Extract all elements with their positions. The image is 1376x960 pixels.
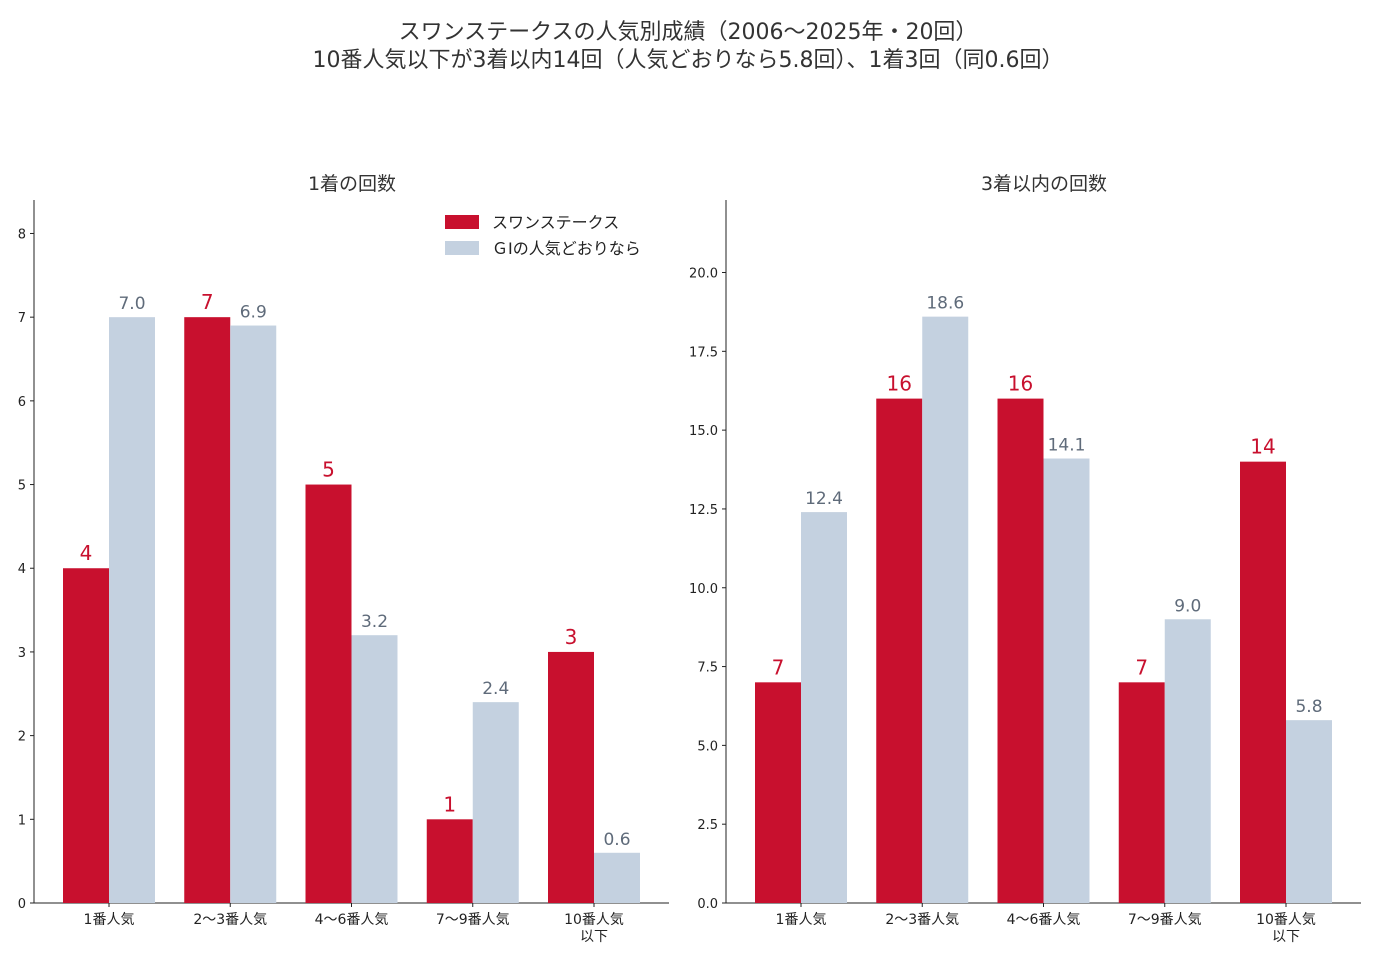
y-tick-label: 3 — [18, 646, 26, 661]
legend-swatch-actual — [445, 215, 479, 229]
x-tick-label: 2〜3番人気 — [885, 912, 959, 928]
data-label-expected: 2.4 — [482, 679, 509, 699]
x-tick-label: 4〜6番人気 — [315, 912, 389, 928]
y-tick-label: 7 — [18, 311, 26, 326]
bar-expected — [230, 325, 277, 903]
data-label-expected: 0.6 — [603, 830, 630, 850]
bar-expected — [801, 512, 847, 903]
data-label-actual: 7 — [1135, 655, 1148, 679]
bar-actual — [1240, 461, 1286, 903]
data-label-actual: 1 — [443, 792, 456, 816]
x-tick-label: 以下 — [1272, 929, 1300, 945]
data-label-expected: 7.0 — [118, 294, 145, 314]
figure-title-line2: 10番人気以下が3着以内14回（人気どおりなら5.8回）、1着3回（同0.6回） — [312, 48, 1064, 73]
x-tick-label: 10番人気 — [1256, 912, 1316, 928]
x-tick-label: 7〜9番人気 — [1128, 912, 1202, 928]
bar-actual — [997, 398, 1044, 903]
y-tick-label: 5 — [18, 479, 26, 494]
data-label-actual: 16 — [1008, 372, 1033, 396]
bar-expected — [594, 852, 640, 903]
bar-expected — [1043, 458, 1090, 903]
y-tick-label: 7.5 — [697, 661, 718, 676]
y-tick-label: 5.0 — [697, 739, 718, 754]
bar-actual — [548, 651, 594, 903]
x-tick-label: 以下 — [580, 929, 608, 945]
bar-expected — [1164, 619, 1211, 903]
panel-title: 1着の回数 — [308, 173, 396, 195]
data-label-expected: 18.6 — [926, 294, 964, 314]
y-tick-label: 20.0 — [689, 267, 718, 282]
y-tick-label: 17.5 — [689, 345, 718, 360]
data-label-actual: 3 — [565, 625, 578, 649]
bar-actual — [305, 484, 352, 903]
panel-title: 3着以内の回数 — [981, 173, 1107, 195]
data-label-actual: 4 — [80, 541, 93, 565]
data-label-actual: 14 — [1250, 435, 1275, 459]
legend-label-actual: スワンステークス — [492, 213, 619, 232]
x-tick-label: 2〜3番人気 — [193, 912, 267, 928]
bar-actual — [184, 317, 231, 904]
y-tick-label: 8 — [18, 227, 26, 242]
y-tick-label: 2 — [18, 730, 26, 745]
y-tick-label: 6 — [18, 395, 26, 410]
legend-label-expected: ＧⅠの人気どおりなら — [492, 239, 641, 258]
y-tick-label: 12.5 — [689, 503, 718, 518]
data-label-expected: 5.8 — [1295, 697, 1322, 717]
y-tick-label: 10.0 — [689, 582, 718, 597]
bar-expected — [1286, 720, 1332, 903]
bar-actual — [876, 398, 923, 903]
bar-actual — [755, 682, 801, 903]
data-label-expected: 6.9 — [240, 303, 267, 323]
x-tick-label: 1番人気 — [84, 912, 135, 928]
bar-actual — [426, 819, 473, 903]
data-label-expected: 9.0 — [1174, 596, 1201, 616]
bar-expected — [109, 317, 155, 904]
legend-swatch-expected — [445, 241, 479, 255]
y-tick-label: 0 — [18, 897, 26, 912]
bar-actual — [1118, 682, 1165, 903]
bar-expected — [922, 316, 969, 904]
bar-actual — [63, 568, 109, 903]
y-tick-label: 15.0 — [689, 424, 718, 439]
x-tick-label: 7〜9番人気 — [436, 912, 510, 928]
figure-title-line1: スワンステークスの人気別成績（2006〜2025年・20回） — [398, 20, 978, 45]
y-tick-label: 0.0 — [697, 897, 718, 912]
x-tick-label: 10番人気 — [564, 912, 624, 928]
data-label-expected: 12.4 — [805, 489, 843, 509]
y-tick-label: 2.5 — [697, 818, 718, 833]
data-label-actual: 16 — [887, 372, 912, 396]
y-tick-label: 1 — [18, 813, 26, 828]
data-label-actual: 7 — [772, 655, 785, 679]
data-label-expected: 3.2 — [361, 612, 388, 632]
data-label-expected: 14.1 — [1048, 436, 1086, 456]
x-tick-label: 1番人気 — [776, 912, 827, 928]
y-tick-label: 4 — [18, 562, 26, 577]
bar-expected — [472, 702, 519, 903]
x-tick-label: 4〜6番人気 — [1007, 912, 1081, 928]
bar-expected — [351, 635, 398, 903]
data-label-actual: 5 — [322, 458, 335, 482]
data-label-actual: 7 — [201, 290, 214, 314]
